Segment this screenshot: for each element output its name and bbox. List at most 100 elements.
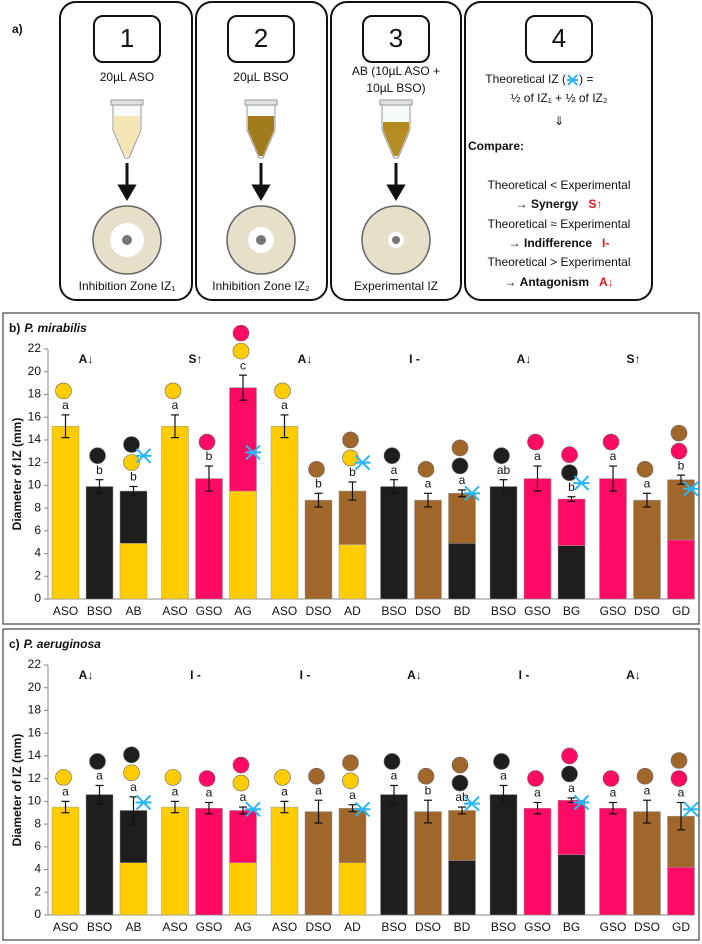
- panel-frame: [2, 628, 700, 941]
- category-label: BG: [563, 604, 580, 618]
- y-tick-label: 22: [28, 341, 42, 355]
- y-tick-label: 12: [28, 771, 42, 785]
- letter: a: [96, 769, 103, 783]
- oil-icon: [123, 436, 140, 453]
- error-bar: [239, 806, 247, 815]
- title: P. mirabilis: [24, 321, 87, 335]
- category-label: GSO: [196, 920, 223, 934]
- oil-icon: [274, 382, 291, 400]
- category-label: ASO: [162, 920, 187, 934]
- oil-icon: [417, 767, 435, 785]
- category-label: AB: [125, 920, 141, 934]
- effect-label: I -: [190, 668, 201, 682]
- letter: a: [62, 398, 69, 412]
- theoretical-marker: [245, 801, 261, 818]
- result: Inhibition Zone IZ₁: [79, 279, 176, 293]
- oil-icon: [527, 433, 544, 451]
- step-number: 1: [120, 23, 134, 53]
- bar-segment: [229, 862, 257, 916]
- y-axis-label: Diameter of IZ (mm): [10, 418, 24, 531]
- letter: a: [644, 476, 651, 490]
- bar-segment: [633, 499, 661, 600]
- bar-segment: [448, 493, 476, 544]
- category-label: GSO: [196, 604, 223, 618]
- letter: a: [644, 783, 651, 797]
- effect-label: S↑: [626, 352, 640, 366]
- category-label: DSO: [634, 920, 660, 934]
- bar-segment: [667, 539, 695, 600]
- y-tick-label: 18: [28, 703, 42, 717]
- oil-icon: [670, 752, 688, 769]
- bar-segment: [85, 486, 114, 600]
- oil-icon: [670, 424, 688, 442]
- error-bar: [533, 465, 542, 492]
- error-bar: [95, 784, 104, 805]
- bar-segment: [119, 543, 148, 600]
- letter: ab: [455, 790, 469, 804]
- bar-segment: [338, 544, 367, 600]
- error-bar: [499, 479, 508, 494]
- letter: a: [459, 473, 466, 487]
- letter: a: [62, 785, 69, 799]
- category-label: GSO: [600, 604, 627, 618]
- category-label: AD: [344, 604, 361, 618]
- oil-icon: [561, 747, 578, 765]
- bar-segment: [119, 490, 148, 544]
- bar-segment: [557, 854, 586, 916]
- symbol: A↓: [599, 275, 614, 289]
- step-number: 4: [552, 23, 566, 53]
- bar-segment: [229, 490, 257, 600]
- category-label: BSO: [491, 920, 516, 934]
- letter: a: [425, 476, 432, 490]
- category-label: AB: [125, 604, 141, 618]
- error-bar: [348, 804, 357, 813]
- error-bar: [567, 496, 576, 502]
- letter: a: [500, 769, 507, 783]
- oil-icon: [308, 461, 325, 478]
- y-tick-label: 12: [28, 455, 42, 469]
- bar-segment: [557, 799, 586, 856]
- error-bar: [129, 485, 138, 497]
- bar-segment: [523, 807, 552, 916]
- oil-icon: [383, 447, 401, 464]
- bar-segment: [599, 807, 627, 916]
- oil-icon: [198, 770, 216, 787]
- condition: Theoretical ≈ Experimental: [488, 217, 631, 231]
- effect-label: I -: [519, 668, 530, 682]
- category-label: AG: [234, 604, 251, 618]
- bar-segment: [51, 426, 80, 600]
- oil-icon: [164, 382, 182, 400]
- bar-segment: [161, 806, 189, 916]
- y-tick-label: 20: [28, 364, 42, 378]
- category-label: BSO: [87, 920, 112, 934]
- number-box: [93, 15, 161, 63]
- oil-icon: [527, 770, 544, 787]
- category-label: GD: [672, 604, 690, 618]
- category-label: GSO: [524, 604, 551, 618]
- result: Inhibition Zone IZ₂: [212, 279, 310, 293]
- letter: a: [534, 786, 541, 800]
- bar-segment: [270, 806, 299, 916]
- y-tick-label: 14: [28, 748, 42, 762]
- step-number: 3: [389, 23, 403, 53]
- letter: a: [391, 463, 398, 477]
- y-tick-label: 16: [28, 409, 42, 423]
- oil-icon: [123, 454, 140, 471]
- arrow: →: [509, 236, 521, 250]
- y-tick-label: 10: [28, 478, 42, 492]
- theoretical-marker: [135, 794, 152, 811]
- oil-icon: [232, 342, 250, 360]
- error-bar: [390, 479, 398, 494]
- theoretical-marker: [354, 454, 371, 471]
- arrow: [117, 163, 406, 201]
- category-label: BSO: [87, 604, 112, 618]
- letter: b: [568, 480, 575, 494]
- category-label: GSO: [600, 920, 627, 934]
- oil-icon: [89, 753, 106, 770]
- effect-label: I -: [300, 668, 311, 682]
- down-arrow: ⇓: [554, 114, 564, 128]
- tube: [110, 99, 144, 159]
- letter: b: [206, 449, 213, 463]
- letter: ab: [497, 463, 511, 477]
- error-bar: [280, 800, 289, 814]
